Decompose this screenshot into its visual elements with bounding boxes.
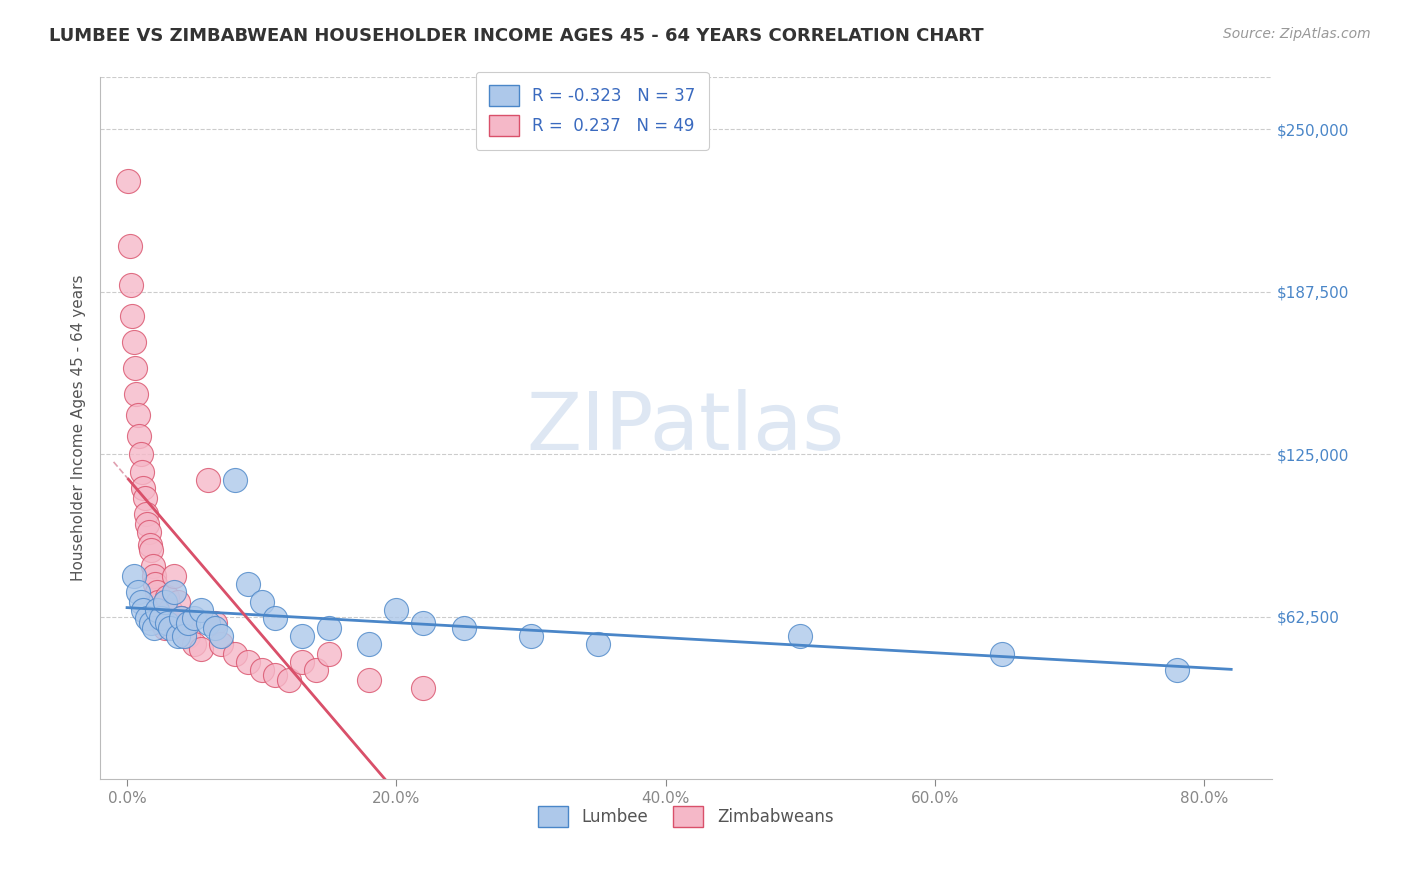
Point: [153, 595, 176, 609]
Point: [238, 655, 260, 669]
Point: [129, 595, 152, 609]
Point: [156, 615, 179, 630]
Point: [250, 663, 273, 677]
Point: [120, 278, 142, 293]
Point: [131, 466, 153, 480]
Point: [142, 558, 165, 573]
Point: [453, 621, 475, 635]
Text: Source: ZipAtlas.com: Source: ZipAtlas.com: [1223, 27, 1371, 41]
Point: [520, 629, 543, 643]
Point: [412, 615, 434, 630]
Point: [173, 629, 195, 643]
Point: [159, 621, 181, 635]
Point: [135, 507, 157, 521]
Point: [224, 473, 246, 487]
Point: [136, 517, 159, 532]
Point: [156, 590, 179, 604]
Point: [170, 611, 193, 625]
Point: [163, 585, 186, 599]
Text: LUMBEE VS ZIMBABWEAN HOUSEHOLDER INCOME AGES 45 - 64 YEARS CORRELATION CHART: LUMBEE VS ZIMBABWEAN HOUSEHOLDER INCOME …: [49, 27, 984, 45]
Legend: Lumbee, Zimbabweans: Lumbee, Zimbabweans: [531, 799, 839, 834]
Point: [122, 569, 145, 583]
Point: [789, 629, 811, 643]
Point: [127, 408, 149, 422]
Point: [197, 473, 219, 487]
Point: [143, 621, 166, 635]
Point: [991, 647, 1014, 661]
Point: [318, 647, 340, 661]
Point: [183, 637, 205, 651]
Point: [121, 310, 143, 324]
Point: [159, 603, 181, 617]
Point: [167, 595, 190, 609]
Point: [264, 668, 287, 682]
Point: [190, 642, 212, 657]
Point: [264, 611, 287, 625]
Point: [238, 577, 260, 591]
Point: [134, 491, 156, 506]
Point: [148, 603, 170, 617]
Point: [250, 595, 273, 609]
Point: [385, 603, 408, 617]
Point: [139, 538, 162, 552]
Point: [149, 611, 172, 625]
Point: [149, 608, 172, 623]
Point: [141, 615, 163, 630]
Point: [183, 611, 205, 625]
Point: [170, 611, 193, 625]
Point: [209, 637, 232, 651]
Point: [129, 447, 152, 461]
Point: [277, 673, 299, 688]
Point: [304, 663, 326, 677]
Point: [359, 637, 381, 651]
Point: [359, 673, 381, 688]
Point: [204, 621, 226, 635]
Point: [125, 387, 148, 401]
Point: [146, 595, 169, 609]
Point: [150, 615, 173, 630]
Point: [127, 585, 149, 599]
Point: [412, 681, 434, 695]
Point: [132, 603, 155, 617]
Point: [143, 577, 166, 591]
Point: [124, 361, 146, 376]
Point: [136, 611, 159, 625]
Point: [132, 481, 155, 495]
Text: ZIPatlas: ZIPatlas: [527, 389, 845, 467]
Y-axis label: Householder Income Ages 45 - 64 years: Householder Income Ages 45 - 64 years: [72, 275, 86, 582]
Point: [173, 621, 195, 635]
Point: [143, 569, 166, 583]
Point: [588, 637, 610, 651]
Point: [145, 585, 167, 599]
Point: [190, 603, 212, 617]
Point: [167, 629, 190, 643]
Point: [1166, 663, 1188, 677]
Point: [176, 615, 198, 630]
Point: [204, 615, 226, 630]
Point: [291, 629, 314, 643]
Point: [197, 615, 219, 630]
Point: [153, 621, 176, 635]
Point: [163, 569, 186, 583]
Point: [209, 629, 232, 643]
Point: [128, 429, 150, 443]
Point: [118, 239, 141, 253]
Point: [141, 543, 163, 558]
Point: [117, 174, 139, 188]
Point: [224, 647, 246, 661]
Point: [176, 629, 198, 643]
Point: [138, 525, 160, 540]
Point: [122, 335, 145, 350]
Point: [291, 655, 314, 669]
Point: [145, 603, 167, 617]
Point: [318, 621, 340, 635]
